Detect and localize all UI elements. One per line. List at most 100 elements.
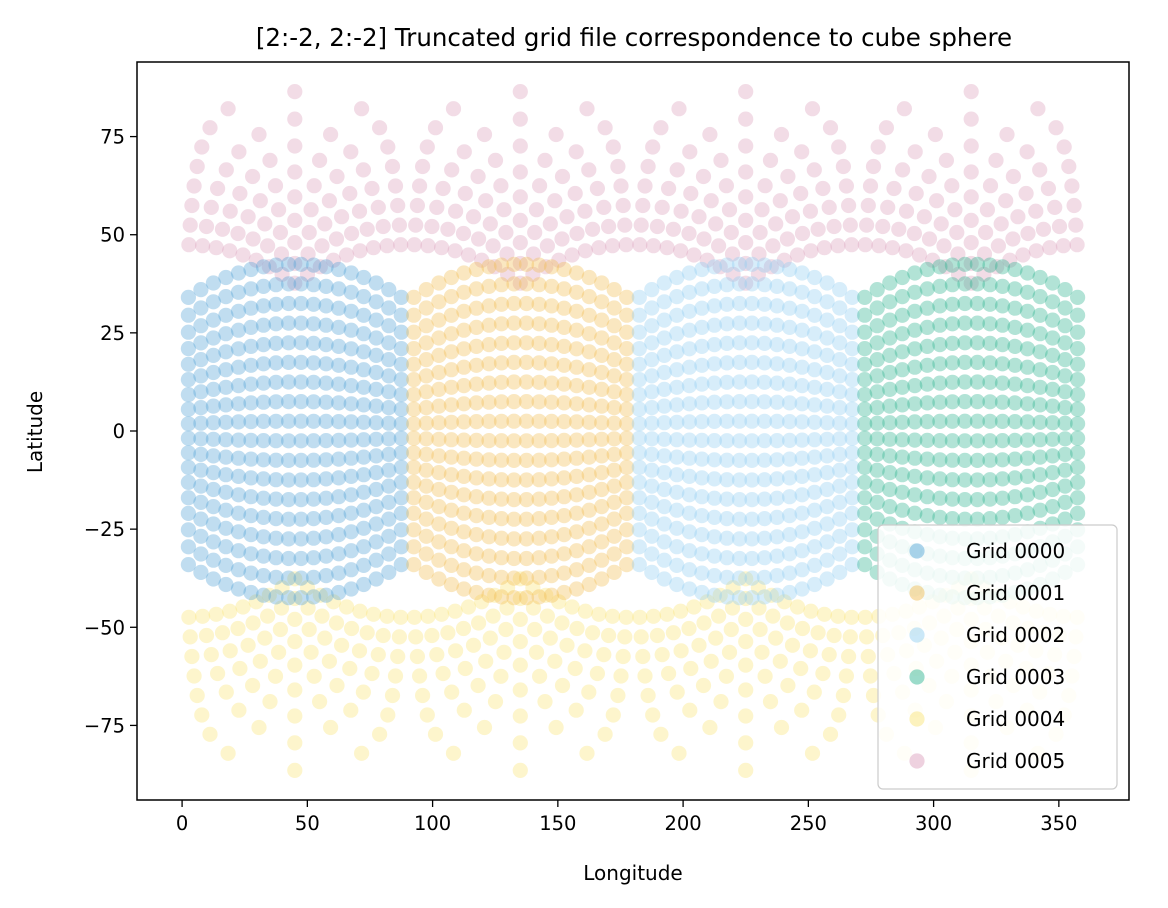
data-point <box>844 237 860 253</box>
data-point <box>932 259 948 275</box>
legend-label: Grid 0004 <box>966 707 1065 731</box>
data-point <box>1045 431 1061 447</box>
data-point <box>531 452 547 468</box>
data-point <box>708 216 724 232</box>
data-point <box>368 381 384 397</box>
data-point <box>443 502 459 518</box>
data-point <box>356 379 372 395</box>
data-point <box>231 144 247 160</box>
data-point <box>907 432 923 448</box>
data-point <box>617 629 633 645</box>
data-point <box>769 394 785 410</box>
legend-label: Grid 0001 <box>966 581 1065 605</box>
data-point <box>1057 368 1073 384</box>
data-point <box>810 625 826 641</box>
data-point <box>481 394 497 410</box>
data-point <box>202 120 218 136</box>
data-point <box>493 374 510 390</box>
data-point <box>193 528 209 544</box>
data-point <box>944 178 960 194</box>
data-point <box>482 216 498 232</box>
data-point <box>355 162 371 178</box>
data-point <box>556 546 572 562</box>
legend-marker <box>909 753 925 769</box>
data-point <box>857 356 873 372</box>
data-point <box>613 668 629 684</box>
data-point <box>869 300 885 316</box>
data-point <box>844 387 860 403</box>
data-point <box>230 620 246 637</box>
data-point <box>644 431 660 447</box>
data-point <box>793 660 809 677</box>
data-point <box>352 243 368 259</box>
data-point <box>635 197 651 214</box>
data-point <box>994 278 1011 294</box>
data-point <box>481 356 497 372</box>
data-point <box>218 539 234 555</box>
data-point <box>456 543 472 559</box>
data-point <box>1007 281 1023 297</box>
data-point <box>857 372 873 388</box>
data-point <box>644 462 660 478</box>
data-point <box>214 625 231 641</box>
data-point <box>306 452 322 468</box>
data-point <box>819 534 835 550</box>
data-point <box>493 510 510 527</box>
data-point <box>694 546 710 562</box>
data-point <box>339 247 355 263</box>
data-point <box>731 413 748 429</box>
chart-title: [2:-2, 2:-2] Truncated grid file corresp… <box>256 23 1012 52</box>
data-point <box>222 243 238 259</box>
data-point <box>318 529 334 545</box>
data-point <box>757 178 773 194</box>
data-point <box>193 415 209 431</box>
data-point <box>691 637 707 653</box>
data-point <box>281 394 297 410</box>
data-point <box>317 216 333 232</box>
data-point <box>180 430 196 446</box>
data-point <box>782 565 798 581</box>
data-point <box>1028 243 1044 259</box>
data-point <box>281 295 297 312</box>
data-point <box>355 684 371 700</box>
data-point <box>281 374 297 390</box>
data-point <box>669 684 685 700</box>
data-point <box>963 111 979 127</box>
data-point <box>686 247 702 263</box>
data-point <box>782 432 798 448</box>
data-point <box>268 316 284 332</box>
data-point <box>431 275 447 291</box>
data-point <box>390 648 406 665</box>
data-point <box>418 446 434 462</box>
legend-marker <box>909 669 925 685</box>
data-point <box>807 484 823 500</box>
data-point <box>299 580 316 596</box>
data-point <box>569 359 585 375</box>
data-point <box>220 101 236 117</box>
data-point <box>431 364 447 381</box>
data-point <box>418 462 434 478</box>
data-point <box>496 202 512 218</box>
data-point <box>932 375 948 391</box>
data-point <box>894 467 910 483</box>
data-point <box>431 571 447 587</box>
data-point <box>406 445 422 461</box>
data-point <box>994 471 1011 487</box>
data-point <box>605 707 621 723</box>
data-point <box>669 539 685 555</box>
x-tick-label: 250 <box>790 812 827 835</box>
data-point <box>205 347 221 363</box>
data-point <box>268 569 284 585</box>
data-point <box>243 261 259 278</box>
data-point <box>644 384 660 400</box>
data-point <box>252 653 268 669</box>
data-point <box>665 625 682 641</box>
data-point <box>1032 362 1048 378</box>
data-point <box>631 474 647 490</box>
data-point <box>281 315 297 331</box>
data-point <box>443 289 459 305</box>
data-point <box>202 726 218 742</box>
data-point <box>744 256 760 272</box>
data-point <box>193 300 209 316</box>
data-point <box>865 687 882 704</box>
